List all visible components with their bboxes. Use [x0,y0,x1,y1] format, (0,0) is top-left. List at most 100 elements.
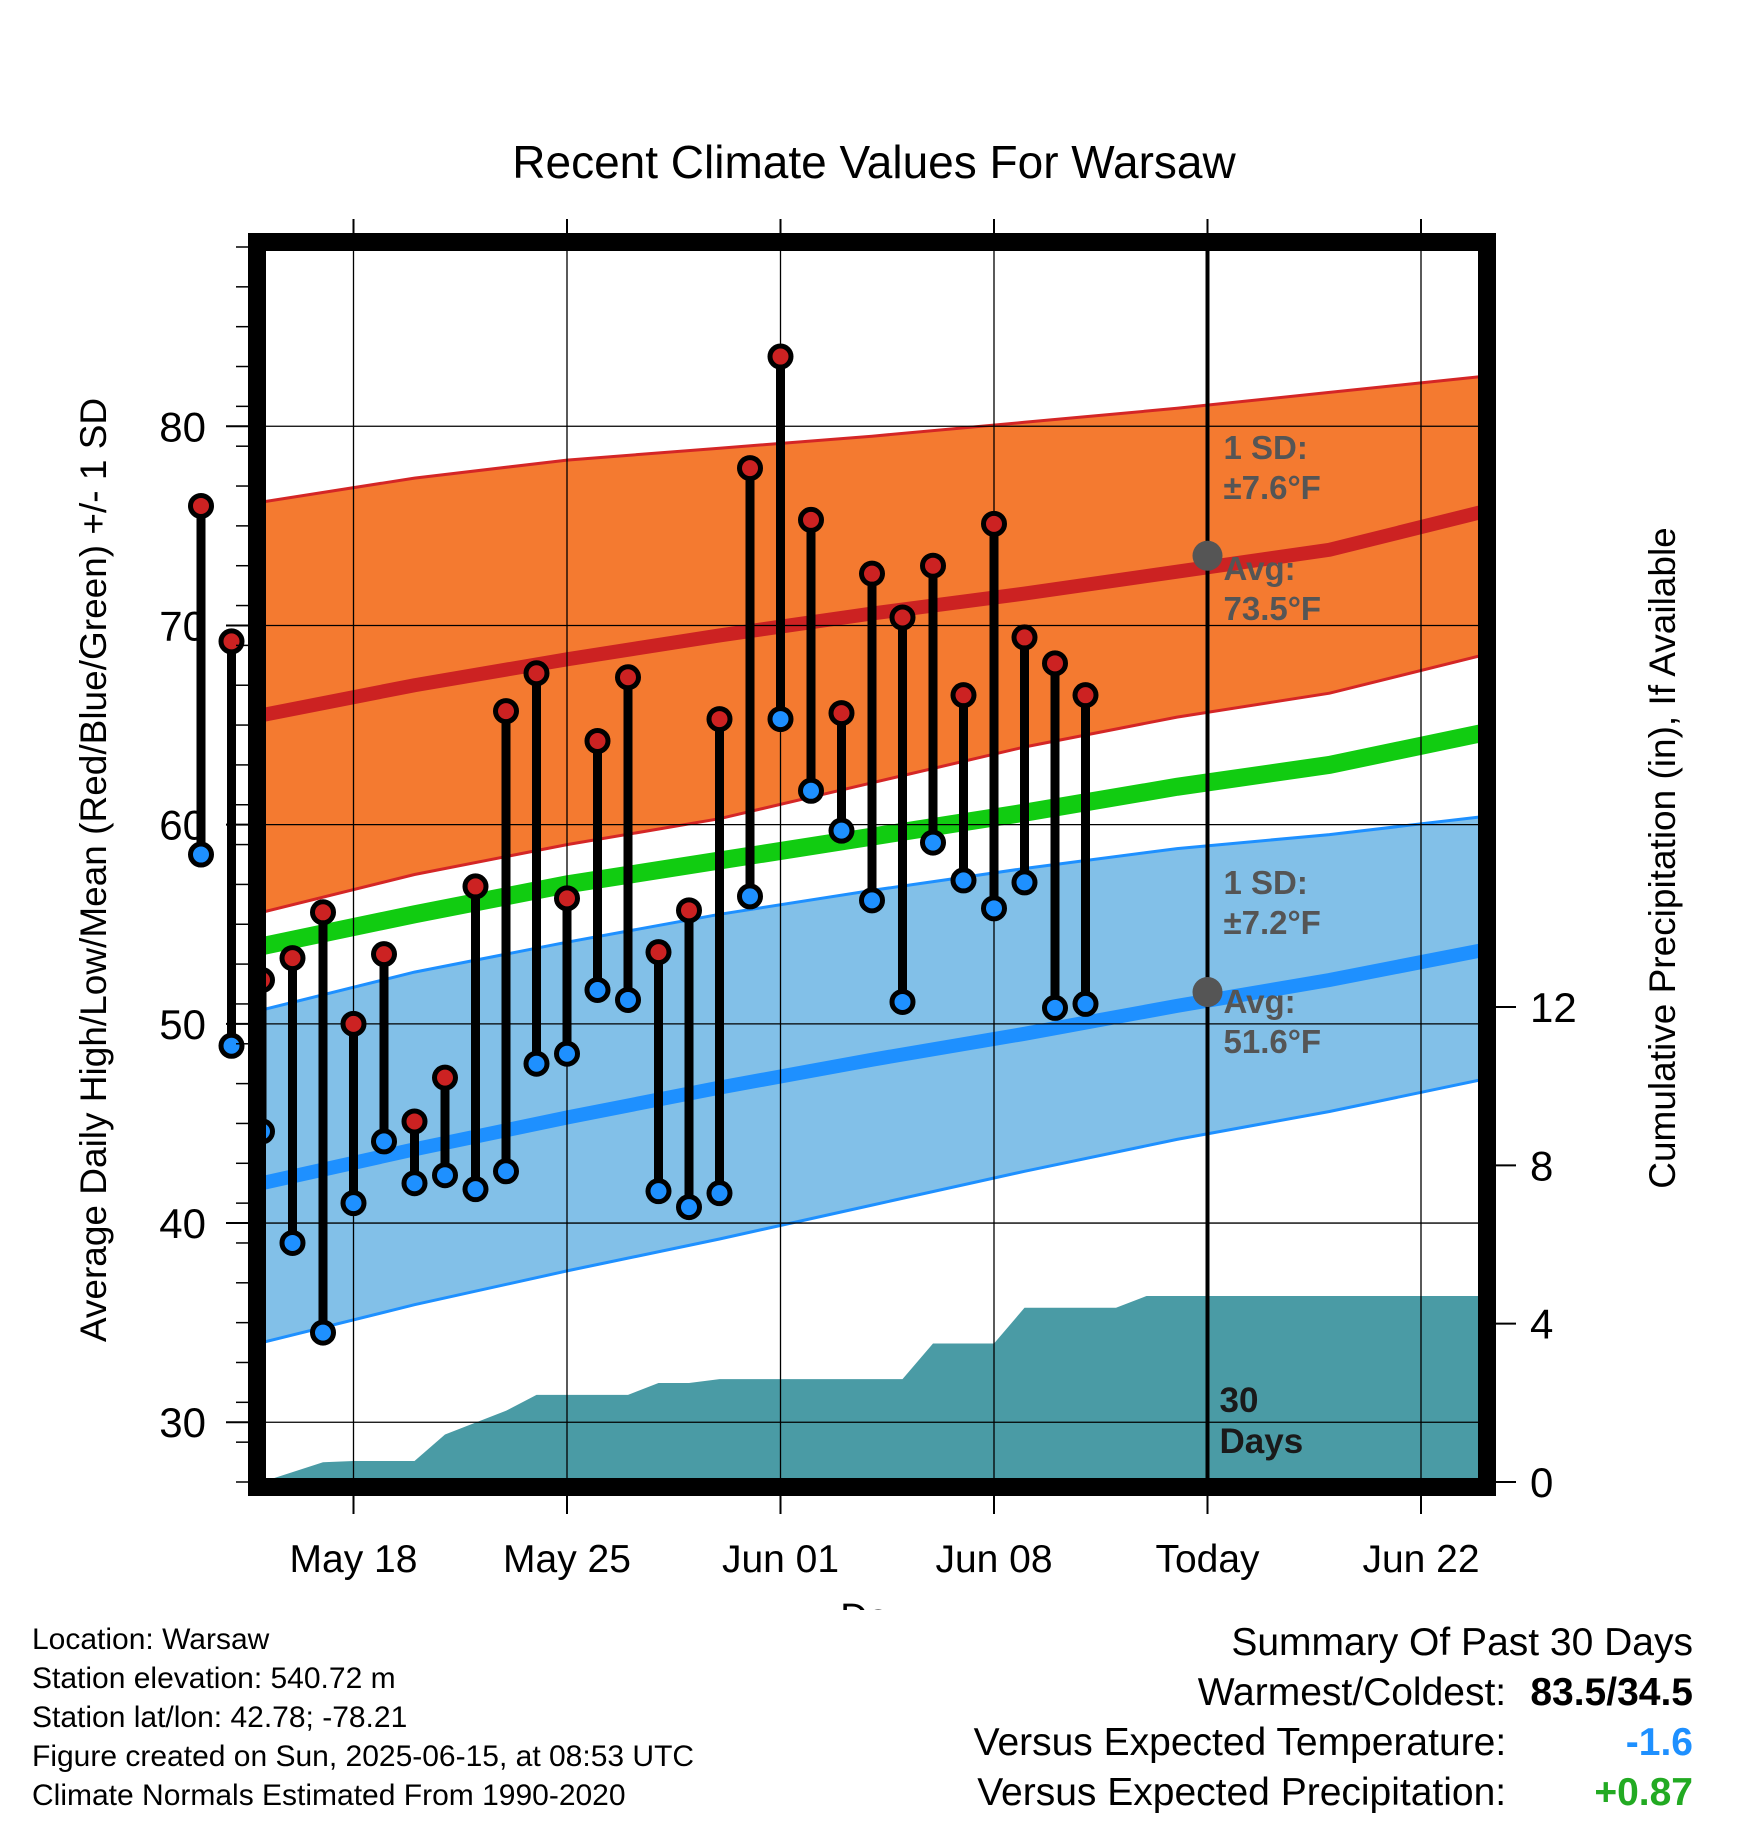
high-point [493,698,519,725]
y2-tick-label-0: 0 [1530,1459,1553,1506]
y-tick-label-3: 60 [159,802,206,849]
low-point [371,1128,397,1155]
low-point [737,883,763,910]
low-point [523,1050,550,1077]
low-mean-line [262,943,1482,1191]
low-point [615,986,641,1013]
low-avg-value: 51.6°F [1224,1023,1322,1060]
high-sd-value: ±7.6°F [1224,469,1321,506]
high-avg-label: Avg: [1224,550,1296,587]
high-point [584,728,611,754]
location-text: Location: Warsaw [32,1623,270,1656]
warm-cold-value: 83.5/34.5 [1530,1671,1693,1714]
low-point [1042,994,1068,1021]
high-point [279,945,306,972]
summary-title: Summary Of Past 30 Days [1231,1621,1693,1664]
low-point [767,706,794,733]
high-point [706,706,733,733]
high-point [1011,624,1038,651]
precip-value: +0.87 [1594,1771,1693,1814]
high-point [615,664,641,691]
high-point [462,873,489,900]
high-point [737,455,763,482]
summary-panel: Summary Of Past 30 Days Warmest/Coldest:… [974,1618,1693,1818]
normals-text: Climate Normals Estimated From 1990-2020 [32,1779,626,1812]
low-point [493,1158,519,1185]
high-point [889,604,916,631]
y-tick-label-0: 30 [159,1399,206,1446]
low-point [889,988,916,1015]
temp-value: -1.6 [1625,1721,1693,1764]
low-point [950,867,977,894]
high-point [310,899,336,926]
low-point [432,1162,458,1189]
low-point [218,1032,245,1059]
high-point [798,506,824,533]
period-unit: Days [1220,1422,1304,1461]
high-point [554,885,580,912]
high-point [981,510,1007,537]
low-point [1011,869,1038,896]
low-sd-label: 1 SD: [1224,864,1308,901]
high-point [859,560,885,587]
low-sd-band-lower-edge [262,1078,1482,1345]
created-text: Figure created on Sun, 2025-06-15, at 08… [32,1740,695,1773]
station-info: Location: Warsaw Station elevation: 540.… [32,1620,694,1815]
low-point [584,976,611,1003]
low-point [188,841,214,868]
high-point [920,552,946,579]
x-tick-label-4: Today [1155,1538,1260,1581]
low-sd-value: ±7.2°F [1224,904,1321,941]
low-point [340,1190,367,1217]
low-point [401,1170,428,1197]
x-tick-label-5: Jun 22 [1362,1538,1479,1581]
high-point [645,939,672,966]
x-tick-label-3: Jun 08 [935,1538,1052,1581]
x-axis-label: Day [840,1597,908,1610]
low-avg-label: Avg: [1224,983,1296,1020]
high-point [676,897,702,924]
warm-cold-label: Warmest/Coldest: [1197,1671,1507,1714]
chart-title: Recent Climate Values For Warsaw [512,136,1236,188]
high-avg-value: 73.5°F [1224,590,1322,627]
y2-tick-label-2: 8 [1530,1142,1553,1189]
low-point [279,1229,306,1256]
high-point [767,343,794,370]
low-point [920,829,946,856]
y2-tick-label-1: 4 [1530,1301,1553,1348]
low-avg-marker [1192,976,1223,1007]
high-point [401,1108,428,1135]
low-point [798,777,824,804]
temp-row: Versus Expected Temperature: -1.6 [974,1718,1693,1768]
low-point [981,895,1007,922]
y2-axis-label: Cumulative Precipitation (in), If Availa… [1642,527,1683,1189]
y2-tick-label-3: 12 [1530,984,1577,1031]
high-point [1042,650,1068,677]
high-point [340,1010,367,1037]
latlon-text: Station lat/lon: 42.78; -78.21 [32,1701,408,1734]
low-point [645,1178,672,1205]
high-point [1072,682,1099,709]
high-sd-band-upper-edge [262,375,1482,504]
y-axis-label: Average Daily High/Low/Mean (Red/Blue/Gr… [73,398,114,1342]
high-point [828,700,855,727]
plot-frame [248,233,1496,1496]
high-avg-marker [1192,540,1223,571]
high-sd-label: 1 SD: [1224,429,1308,466]
low-point [706,1180,733,1207]
low-point [1072,990,1099,1017]
y-tick-label-2: 50 [159,1001,206,1048]
low-point [828,817,855,844]
x-tick-label-0: May 18 [290,1538,418,1581]
y-tick-label-1: 40 [159,1200,206,1247]
high-point [188,492,214,519]
y-tick-label-4: 70 [159,602,206,649]
precip-label: Versus Expected Precipitation: [977,1771,1507,1814]
low-point [462,1176,489,1203]
low-point [554,1040,580,1067]
y-tick-label-5: 80 [159,403,206,450]
low-point [859,887,885,914]
high-point [218,628,245,655]
elevation-text: Station elevation: 540.72 m [32,1662,396,1695]
temp-label: Versus Expected Temperature: [973,1721,1507,1764]
